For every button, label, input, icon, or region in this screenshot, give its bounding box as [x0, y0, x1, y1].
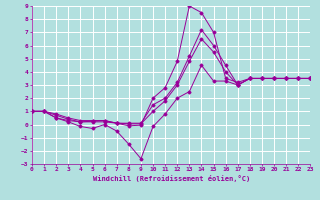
X-axis label: Windchill (Refroidissement éolien,°C): Windchill (Refroidissement éolien,°C) — [92, 175, 250, 182]
